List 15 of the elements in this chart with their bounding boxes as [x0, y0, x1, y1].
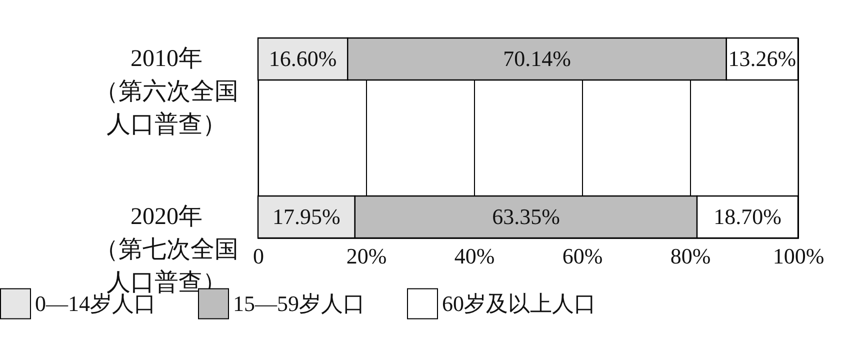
- legend-label: 15—59岁人口: [233, 290, 365, 316]
- data-label: 13.26%: [728, 46, 796, 72]
- x-tick-label: 100%: [772, 244, 824, 268]
- x-tick-label: 20%: [346, 244, 387, 268]
- data-label: 16.60%: [268, 46, 337, 72]
- x-tick-label: 80%: [670, 244, 711, 268]
- data-label: 17.95%: [272, 204, 340, 229]
- data-label: 18.70%: [714, 204, 782, 229]
- data-label: 70.14%: [503, 46, 571, 72]
- x-tick-label: 60%: [562, 244, 603, 268]
- x-tick-label: 40%: [454, 244, 495, 268]
- y-tick-label: 2010年（第六次全国人口普查）: [94, 46, 238, 138]
- legend-label: 60岁及以上人口: [442, 290, 596, 316]
- x-tick-label: 0: [253, 244, 264, 268]
- data-label: 63.35%: [492, 204, 560, 229]
